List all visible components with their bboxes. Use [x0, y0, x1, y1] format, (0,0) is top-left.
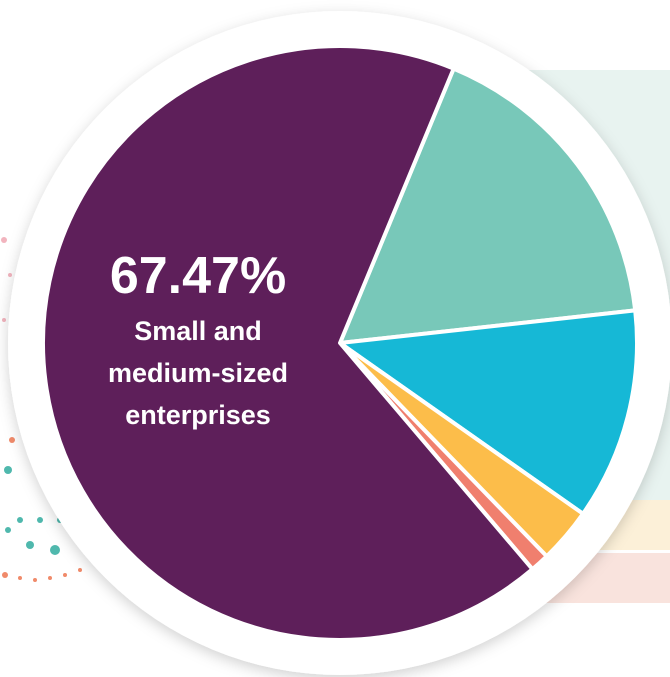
decorative-dot: [8, 273, 12, 277]
main-slice-name-line-2: medium-sized: [108, 358, 288, 388]
main-slice-name-line-3: enterprises: [125, 400, 271, 430]
pie-slices: [41, 44, 639, 642]
main-slice-label: 67.47% Small and medium-sized enterprise…: [108, 247, 288, 430]
pie-slice-blue: [338, 308, 639, 516]
decorative-dot: [2, 318, 6, 322]
decorative-dot: [26, 541, 34, 549]
decorative-dots: [1, 237, 82, 582]
decorative-dot: [4, 466, 12, 474]
decorative-dot: [50, 545, 60, 555]
decorative-dot: [78, 568, 82, 572]
decorative-dot: [33, 578, 37, 582]
decorative-dot: [9, 437, 15, 443]
main-slice-value-label: 67.47%: [110, 247, 286, 305]
main-slice-name-line-1: Small and: [134, 316, 262, 346]
decorative-dot: [1, 237, 7, 243]
decorative-dot: [18, 576, 22, 580]
pie-slice-purple: [41, 44, 535, 642]
decorative-dot: [63, 573, 67, 577]
decorative-dot: [2, 572, 8, 578]
pie-slice-teal: [338, 66, 638, 345]
decorative-dot: [5, 527, 11, 533]
decorative-dot: [37, 517, 43, 523]
decorative-dot: [48, 576, 52, 580]
decorative-dot: [17, 517, 23, 523]
